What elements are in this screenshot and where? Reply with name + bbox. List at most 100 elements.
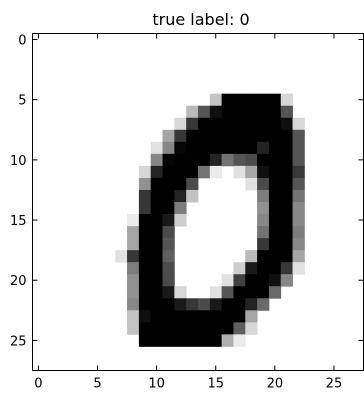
pixel-cell	[233, 141, 246, 155]
pixel-cell	[280, 177, 293, 191]
pixel-cell	[233, 165, 246, 179]
pixel-cell	[162, 286, 175, 299]
pixel-cell	[209, 334, 223, 347]
y-axis: 0 5 10 15 20 25	[10, 34, 364, 349]
pixel-cell	[198, 141, 211, 155]
pixel-cell	[162, 214, 175, 227]
pixel-cell	[233, 117, 246, 131]
pixel-cell	[280, 262, 293, 275]
pixel-cell	[174, 286, 187, 299]
pixel-cell	[280, 202, 293, 215]
pixel-cell	[292, 153, 305, 167]
pixel-cell	[198, 310, 211, 323]
pixel-cell	[221, 117, 234, 131]
pixel-cell	[221, 129, 234, 143]
pixel-cell	[174, 322, 187, 335]
pixel-cell	[174, 202, 187, 215]
x-tick-label: 20	[267, 377, 284, 392]
pixel-cell	[292, 117, 305, 131]
pixel-cell	[186, 129, 199, 143]
pixel-cell	[138, 177, 152, 191]
pixel-cell	[150, 274, 163, 287]
pixel-cell	[138, 214, 152, 227]
pixel-cell	[209, 322, 223, 335]
pixel-cell	[209, 129, 223, 143]
pixel-cell	[150, 165, 163, 179]
pixel-cell	[209, 105, 223, 119]
y-tick-label: 15	[10, 214, 27, 229]
pixel-cell	[138, 298, 152, 311]
pixel-cell	[280, 129, 293, 143]
pixel-cell	[268, 93, 282, 107]
pixel-cell	[198, 298, 211, 311]
pixel-cell	[162, 189, 175, 203]
pixel-cell	[280, 189, 293, 203]
pixel-cell	[257, 298, 270, 311]
pixel-cell	[127, 286, 140, 299]
pixel-cell	[186, 334, 199, 347]
pixel-cell	[174, 165, 187, 179]
pixel-cell	[257, 153, 270, 167]
pixel-cell	[233, 153, 246, 167]
pixel-cell	[138, 238, 152, 251]
x-axis: 0 5 10 15 20 25	[34, 33, 342, 392]
pixel-cell	[162, 322, 175, 335]
pixel-cell	[233, 334, 246, 347]
pixel-cell	[127, 310, 140, 323]
pixel-cell	[221, 322, 234, 335]
pixel-cell	[162, 334, 175, 347]
pixel-cell	[150, 214, 163, 227]
pixel-cell	[257, 274, 270, 287]
x-tick-label: 10	[148, 377, 165, 392]
pixel-cell	[162, 202, 175, 215]
pixel-cell	[268, 129, 282, 143]
pixel-cell	[257, 238, 270, 251]
y-tick-label: 5	[18, 94, 26, 109]
pixel-cell	[268, 141, 282, 155]
pixel-cell	[198, 105, 211, 119]
chart-title: true label: 0	[152, 10, 249, 29]
pixel-cell	[257, 117, 270, 131]
pixel-cell	[245, 93, 258, 107]
pixel-cell	[280, 238, 293, 251]
pixel-cell	[221, 286, 234, 299]
pixel-cell	[268, 177, 282, 191]
pixel-cell	[150, 322, 163, 335]
pixel-cell	[127, 274, 140, 287]
pixel-grid	[115, 93, 305, 347]
pixel-cell	[162, 177, 175, 191]
pixel-cell	[186, 141, 199, 155]
pixel-cell	[150, 310, 163, 323]
pixel-cell	[257, 177, 270, 191]
pixel-cell	[257, 141, 270, 155]
pixel-cell	[280, 141, 293, 155]
pixel-cell	[292, 189, 305, 203]
pixel-cell	[268, 105, 282, 119]
pixel-cell	[162, 310, 175, 323]
pixel-cell	[233, 298, 246, 311]
pixel-cell	[268, 262, 282, 275]
pixel-cell	[280, 105, 293, 119]
pixel-cell	[186, 117, 199, 131]
pixel-cell	[174, 117, 187, 131]
pixel-cell	[209, 141, 223, 155]
pixel-cell	[280, 165, 293, 179]
pixel-cell	[221, 274, 234, 287]
pixel-cell	[292, 214, 305, 227]
pixel-cell	[162, 165, 175, 179]
pixel-cell	[280, 153, 293, 167]
pixel-cell	[245, 262, 258, 275]
pixel-cell	[268, 274, 282, 287]
pixel-cell	[162, 238, 175, 251]
pixel-cell	[245, 141, 258, 155]
pixel-cell	[221, 93, 234, 107]
pixel-cell	[268, 238, 282, 251]
pixel-cell	[138, 165, 152, 179]
pixel-cell	[150, 286, 163, 299]
pixel-cell	[150, 238, 163, 251]
pixel-cell	[127, 262, 140, 275]
pixel-cell	[245, 105, 258, 119]
pixel-cell	[162, 274, 175, 287]
pixel-cell	[268, 250, 282, 263]
